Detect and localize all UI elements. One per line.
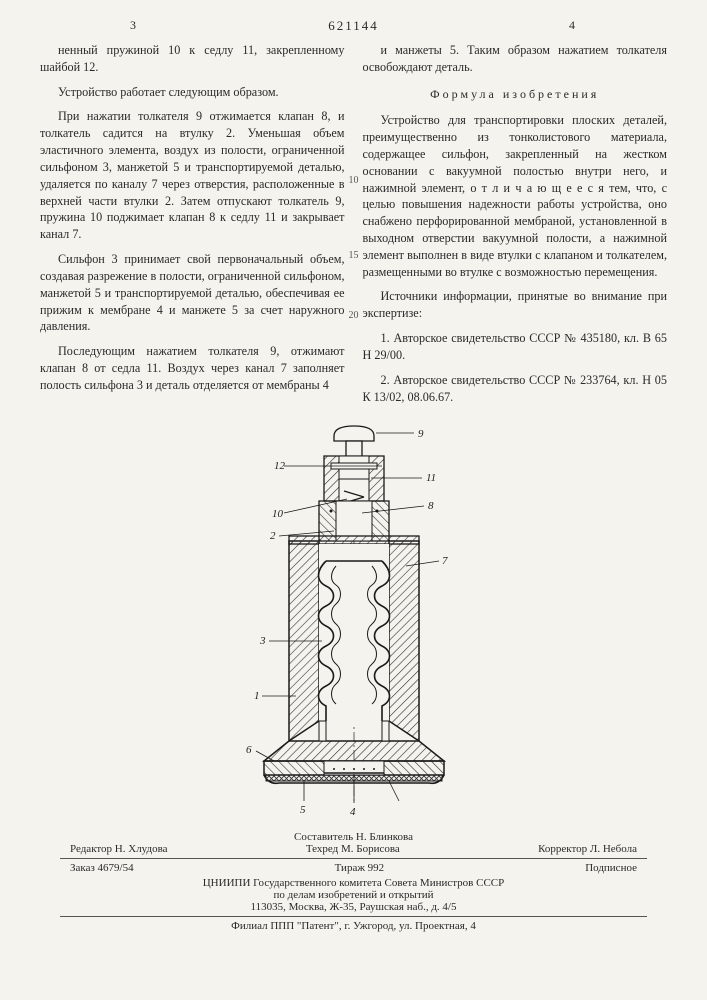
formula-title: Формула изобретения: [363, 86, 668, 103]
right-ref1: 1. Авторское свидетельство СССР № 435180…: [363, 330, 668, 364]
left-p4: Сильфон 3 принимает свой первоначаль­ный…: [40, 251, 345, 335]
left-p1: ненный пружиной 10 к седлу 11, закреп­ле…: [40, 42, 345, 76]
right-ref2: 2. Авторское свидетельство СССР № 233764…: [363, 372, 668, 406]
org-line-2: по делам изобретений и открытий: [40, 889, 667, 901]
fig-label-10: 10: [272, 508, 284, 520]
line-mark-15: 15: [349, 250, 359, 261]
right-p1: и манжеты 5. Таким образом нажатием толк…: [363, 42, 668, 76]
footer: Составитель Н. Блинкова Редактор Н. Хлуд…: [40, 831, 667, 932]
page-header: 3 621144 4: [40, 18, 667, 34]
tirage: Тираж 992: [335, 862, 385, 874]
fig-label-9: 9: [418, 428, 424, 440]
fig-label-2: 2: [270, 530, 276, 542]
patent-number: 621144: [328, 18, 379, 33]
left-p2: Устройство работает следующим об­разом.: [40, 84, 345, 101]
compiler: Составитель Н. Блинкова: [40, 831, 667, 843]
order-number: Заказ 4679/54: [70, 862, 134, 874]
fig-label-8: 8: [428, 500, 434, 512]
page-number-left: 3: [130, 18, 138, 33]
figure: 9 12 11 10 8 2 7 3 1 6 5 4: [184, 421, 524, 821]
left-p3: При нажатии толкателя 9 отжимается клапа…: [40, 108, 345, 243]
address: 113035, Москва, Ж-35, Раушская наб., д. …: [40, 901, 667, 913]
editor: Редактор Н. Хлудова: [70, 843, 168, 855]
right-p3: Источники информации, принятые во вниман…: [363, 288, 668, 322]
org-line-1: ЦНИИПИ Государственного комитета Совета …: [40, 877, 667, 889]
fig-label-4: 4: [350, 806, 356, 818]
right-column: и манжеты 5. Таким образом нажатием толк…: [363, 42, 668, 413]
fig-label-6: 6: [246, 744, 252, 756]
fig-label-5: 5: [300, 804, 306, 816]
text-columns: ненный пружиной 10 к седлу 11, закреп­ле…: [40, 42, 667, 413]
corrector: Корректор Л. Небола: [538, 843, 637, 855]
left-p5: Последующим нажатием толкателя 9, отжима…: [40, 343, 345, 393]
subscription: Подписное: [585, 862, 637, 874]
line-mark-20: 20: [349, 310, 359, 321]
fig-label-3: 3: [259, 635, 266, 647]
page-number-right: 4: [569, 18, 577, 33]
right-p2: Устройство для транспортировки плос­ких …: [363, 112, 668, 280]
filial: Филиал ППП "Патент", г. Ужгород, ул. Про…: [40, 920, 667, 932]
fig-label-1: 1: [254, 690, 260, 702]
line-mark-10: 10: [349, 175, 359, 186]
tech-editor: Техред М. Борисова: [306, 843, 400, 855]
left-column: ненный пружиной 10 к седлу 11, закреп­ле…: [40, 42, 345, 413]
fig-label-12: 12: [274, 460, 286, 472]
fig-label-7: 7: [442, 555, 448, 567]
fig-label-11: 11: [426, 472, 436, 484]
